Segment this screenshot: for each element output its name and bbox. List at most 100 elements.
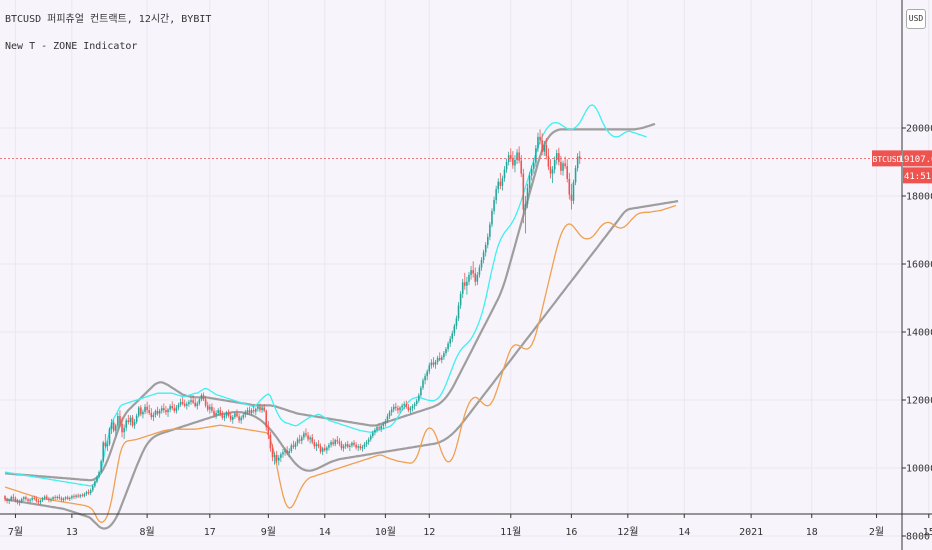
candle-body (46, 496, 48, 499)
candle-body (123, 427, 125, 433)
candle-body (311, 437, 314, 443)
candle (248, 406, 251, 415)
candle-body (96, 476, 98, 482)
candle (309, 435, 311, 444)
candle-body (186, 404, 188, 406)
candle (562, 160, 564, 176)
candle (305, 428, 307, 438)
candle-body (16, 500, 19, 503)
candle (472, 261, 474, 278)
candle-body (547, 155, 550, 167)
candle-body (491, 210, 493, 225)
candle-body (58, 496, 61, 499)
candle (363, 442, 366, 449)
candle-body (43, 496, 46, 499)
candle (420, 385, 422, 398)
candle (250, 408, 253, 416)
candle (8, 498, 10, 505)
candle-body (560, 162, 562, 171)
candle (428, 362, 431, 375)
candle-body (349, 445, 351, 447)
candle (227, 409, 230, 418)
candle-body (426, 371, 428, 377)
candle-body (77, 495, 79, 497)
candle-body (367, 439, 370, 443)
candle (457, 302, 460, 322)
candle-body (568, 179, 571, 195)
candle-body (98, 472, 100, 477)
candle (158, 408, 161, 418)
candle (466, 276, 468, 295)
candle (516, 149, 518, 165)
currency-button[interactable]: USD (906, 9, 926, 29)
x-tick-label: 2월 (869, 526, 884, 538)
candle (66, 495, 69, 500)
candle-body (407, 406, 410, 411)
candle (173, 404, 176, 413)
candle-body (6, 499, 8, 501)
candle (125, 418, 128, 432)
candle (175, 405, 178, 414)
candle-body (526, 187, 529, 205)
candle (229, 412, 232, 422)
candle (405, 400, 408, 409)
candle (73, 494, 75, 499)
candle-body (413, 404, 416, 407)
candle (190, 396, 192, 405)
candle-body (71, 496, 73, 498)
candle (33, 495, 36, 501)
candle (505, 158, 508, 173)
candle (152, 412, 155, 422)
candle-body (357, 446, 360, 448)
x-tick-label: 12 (423, 527, 435, 538)
candle-body (409, 408, 412, 411)
candle (514, 155, 516, 173)
indicator-label[interactable]: New T - ZONE Indicator (5, 41, 138, 52)
candle-body (213, 410, 215, 415)
candle-body (484, 244, 487, 253)
candle-body (478, 267, 481, 275)
candle (328, 442, 330, 451)
candle-body (572, 182, 575, 201)
candle (321, 446, 324, 456)
candle-body (482, 252, 485, 260)
candle-body (555, 153, 558, 160)
candle-body (288, 451, 291, 454)
candle (495, 185, 497, 205)
candle-body (148, 410, 151, 413)
candle (102, 440, 105, 463)
y-tick-label: 18000.0 (906, 192, 932, 203)
candle-body (110, 422, 113, 429)
candle (41, 496, 44, 502)
candle-body (449, 338, 451, 344)
candle-body (493, 200, 495, 211)
candle (39, 499, 42, 505)
candle (509, 148, 512, 162)
candle-body (242, 414, 245, 418)
candle (566, 159, 569, 183)
candle-body (12, 496, 15, 499)
candle (133, 419, 136, 429)
candle (434, 359, 437, 369)
candle (344, 442, 347, 449)
candle (131, 414, 134, 428)
candle (424, 373, 426, 385)
candle-body (183, 403, 186, 406)
candle-body (119, 415, 121, 424)
candle (535, 145, 537, 167)
candle-body (292, 445, 295, 447)
candle (114, 423, 117, 436)
candle-body (545, 145, 548, 156)
candle-body (209, 406, 211, 410)
candle-body (160, 408, 163, 411)
candle (539, 129, 541, 145)
candle-body (541, 140, 543, 152)
band-gray-upper (5, 122, 656, 482)
candle (58, 494, 61, 500)
candle-body (386, 416, 389, 422)
candle (56, 495, 59, 500)
candle (537, 132, 539, 152)
candle (388, 410, 391, 420)
candle-body (100, 461, 102, 473)
